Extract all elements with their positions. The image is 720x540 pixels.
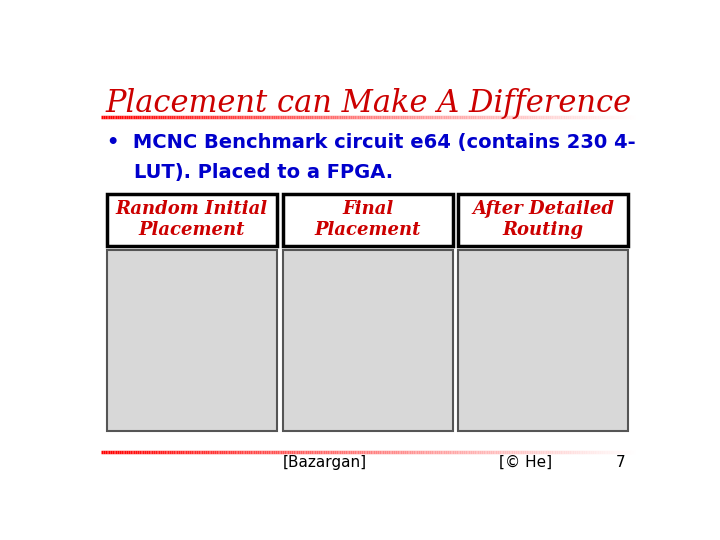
Text: [Bazargan]: [Bazargan] xyxy=(282,455,366,470)
Text: •  MCNC Benchmark circuit e64 (contains 230 4-: • MCNC Benchmark circuit e64 (contains 2… xyxy=(107,133,635,152)
Text: Placement can Make A Difference: Placement can Make A Difference xyxy=(106,87,632,119)
FancyBboxPatch shape xyxy=(107,194,277,246)
Text: 7: 7 xyxy=(616,455,625,470)
Text: Random Initial
Placement: Random Initial Placement xyxy=(116,200,268,239)
FancyBboxPatch shape xyxy=(459,194,629,246)
Text: LUT). Placed to a FPGA.: LUT). Placed to a FPGA. xyxy=(107,163,393,181)
Text: After Detailed
Routing: After Detailed Routing xyxy=(472,200,614,239)
Text: Final
Placement: Final Placement xyxy=(315,200,421,239)
FancyBboxPatch shape xyxy=(107,250,277,431)
Text: [© He]: [© He] xyxy=(499,455,552,470)
FancyBboxPatch shape xyxy=(282,250,453,431)
FancyBboxPatch shape xyxy=(459,250,629,431)
FancyBboxPatch shape xyxy=(282,194,453,246)
